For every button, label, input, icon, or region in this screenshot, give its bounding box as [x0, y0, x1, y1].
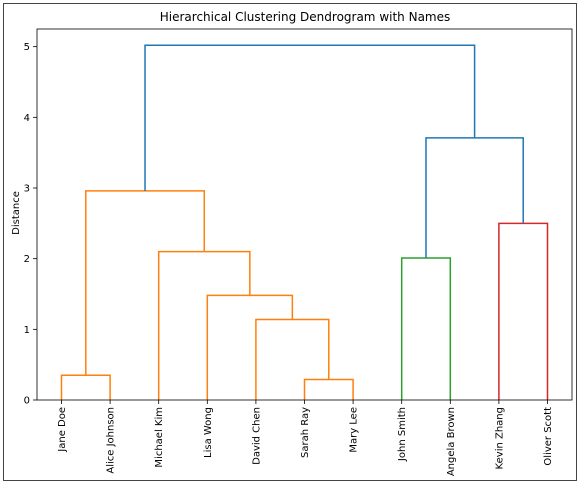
leaf-label: Sarah Ray: [300, 407, 311, 458]
dendrogram-link: [498, 222, 549, 400]
leaf-label: Oliver Scott: [543, 407, 554, 466]
leaf-label: Alice Johnson: [106, 407, 117, 474]
dendrogram-link: [157, 250, 251, 400]
leaf-label: Jane Doe: [57, 407, 68, 453]
dendrogram-link: [400, 257, 452, 400]
dendrogram-link: [206, 294, 294, 400]
dendrogram-link: [85, 190, 206, 376]
leaf-label: Angela Brown: [446, 407, 457, 476]
y-axis-label: Distance: [11, 191, 22, 235]
dendrogram-link: [425, 137, 524, 258]
leaf-label: Michael Kim: [154, 407, 165, 468]
y-tick-label: 4: [24, 113, 30, 124]
leaf-label: David Chen: [251, 407, 262, 465]
y-ticks: 0 1 2 3 4 5: [24, 42, 37, 407]
y-tick-label: 5: [24, 42, 30, 53]
dendrogram-link: [255, 318, 330, 400]
dendrogram-link: [60, 374, 111, 400]
figure-frame: [3, 3, 577, 481]
dendrogram-link: [144, 44, 476, 191]
leaf-label: John Smith: [397, 407, 408, 462]
y-tick-label: 2: [24, 254, 30, 265]
leaf-label: Mary Lee: [349, 407, 360, 453]
leaf-label: Lisa Wong: [203, 407, 214, 458]
dendrogram-link: [303, 378, 354, 400]
leaf-labels: Jane Doe Alice Johnson Michael Kim Lisa Won…: [57, 400, 554, 476]
y-tick-label: 0: [24, 396, 30, 407]
plot-area: [36, 28, 573, 401]
links-layer: [60, 44, 549, 400]
y-tick-label: 3: [24, 184, 30, 195]
leaf-label: Kevin Zhang: [494, 407, 505, 469]
y-tick-label: 1: [24, 325, 30, 336]
chart-title: Hierarchical Clustering Dendrogram with …: [160, 10, 451, 24]
